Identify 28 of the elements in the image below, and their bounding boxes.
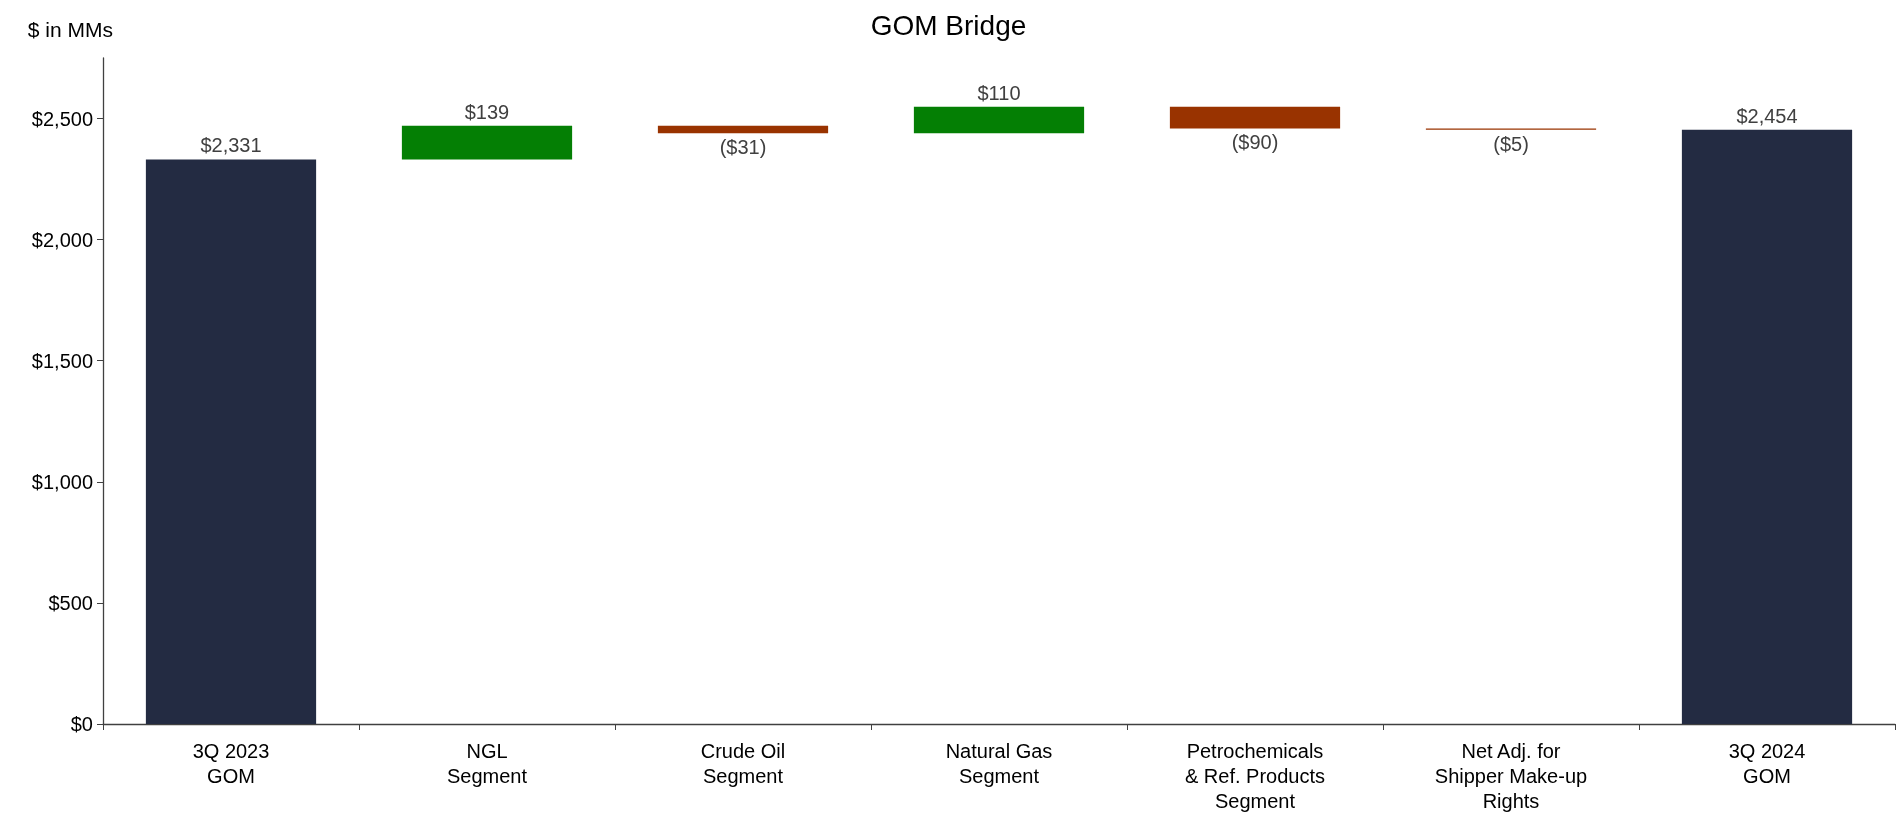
x-tick-label: 3Q 2023 GOM — [192, 739, 270, 787]
x-tick-label: Crude Oil Segment — [700, 739, 786, 787]
data-label: ($31) — [719, 136, 767, 159]
x-tick-label: Natural Gas Segment — [945, 739, 1053, 787]
y-tick-label: $2,000 — [31, 228, 93, 251]
y-tick-label: $2,500 — [31, 107, 93, 130]
y-tick-label: $1,000 — [31, 470, 93, 493]
bar — [145, 159, 317, 724]
chart-title: GOM Bridge — [870, 9, 1027, 41]
x-tick-label: 3Q 2024 GOM — [1728, 739, 1806, 787]
y-tick-label: $0 — [70, 713, 93, 735]
bar — [1681, 129, 1853, 724]
bar — [913, 106, 1085, 134]
x-tick-label: Petrochemicals & Ref. Products Segment — [1184, 739, 1326, 812]
data-label: $2,454 — [1736, 104, 1798, 127]
data-label: $2,331 — [200, 134, 262, 157]
bar — [1169, 106, 1341, 129]
y-tick-label: $500 — [48, 591, 93, 614]
bar — [657, 125, 829, 134]
data-label: $110 — [977, 81, 1021, 104]
bar — [401, 125, 573, 160]
data-label: ($90) — [1231, 131, 1279, 154]
y-axis-title: $ in MMs — [27, 18, 113, 41]
y-tick-label: $1,500 — [31, 349, 93, 372]
data-label: ($5) — [1493, 132, 1529, 155]
x-tick-label: NGL Segment — [446, 739, 528, 787]
data-label: $139 — [464, 100, 510, 123]
x-tick-label: Net Adj. for Shipper Make-up Rights — [1434, 739, 1588, 812]
